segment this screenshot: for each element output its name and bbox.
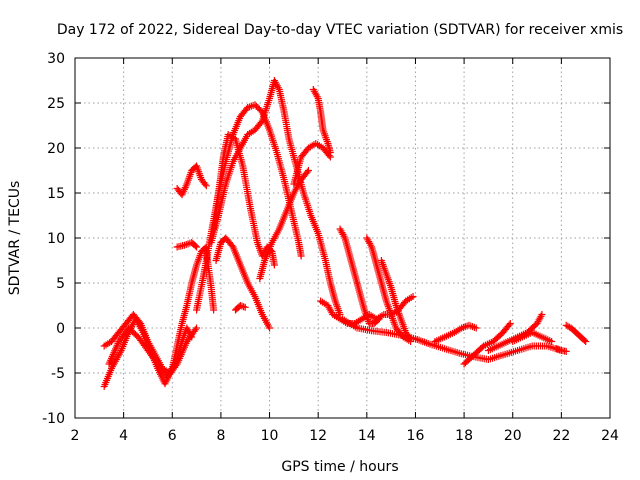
axis-ticks <box>74 57 611 419</box>
data-point <box>580 336 588 344</box>
y-tick-label: 20 <box>47 141 65 157</box>
data-point <box>172 362 180 370</box>
data-point <box>266 324 274 332</box>
data-point <box>582 338 590 345</box>
chart-title: Day 172 of 2022, Sidereal Day-to-day VTE… <box>57 22 623 38</box>
data-point <box>472 324 480 332</box>
data-point <box>506 320 514 327</box>
data-point <box>210 306 218 314</box>
y-tick-label: -5 <box>51 366 65 382</box>
data-point <box>538 311 546 318</box>
data-point <box>241 303 249 311</box>
x-tick-label: 2 <box>71 428 80 444</box>
y-tick-label: 25 <box>47 96 65 112</box>
x-axis-label: GPS time / hours <box>281 459 398 475</box>
x-tick-label: 8 <box>216 428 225 444</box>
y-tick-label: 15 <box>47 186 65 202</box>
x-tick-label: 18 <box>455 428 473 444</box>
data-point <box>202 182 210 190</box>
data-point <box>325 152 333 159</box>
x-tick-label: 14 <box>358 428 376 444</box>
grid <box>75 58 610 418</box>
y-tick-label: 5 <box>56 276 65 292</box>
data-point <box>375 315 383 323</box>
data-point <box>193 324 201 332</box>
data-point <box>304 167 312 174</box>
data-points <box>100 77 590 390</box>
y-tick-label: -10 <box>42 411 65 427</box>
data-point <box>297 252 305 260</box>
data-point <box>193 243 201 251</box>
x-tick-label: 12 <box>309 428 327 444</box>
y-tick-label: 0 <box>56 321 65 337</box>
x-tick-label: 6 <box>168 428 177 444</box>
y-tick-label: 10 <box>47 231 65 247</box>
x-tick-label: 10 <box>261 428 279 444</box>
x-tick-labels: 2 4 6 8 10 12 14 16 18 20 22 24 <box>71 428 619 444</box>
data-point <box>562 347 570 355</box>
y-axis-label: SDTVAR / TECUs <box>7 181 23 296</box>
x-tick-label: 4 <box>119 428 128 444</box>
data-point <box>409 293 417 300</box>
y-tick-label: 30 <box>47 51 65 67</box>
data-point <box>505 321 513 329</box>
data-point <box>326 149 334 156</box>
data-point <box>191 242 199 250</box>
data-point <box>548 338 556 345</box>
data-point <box>270 261 278 269</box>
data-point <box>257 119 265 126</box>
x-tick-label: 22 <box>552 428 570 444</box>
x-tick-label: 24 <box>601 428 619 444</box>
x-tick-label: 20 <box>504 428 522 444</box>
x-tick-label: 16 <box>407 428 425 444</box>
data-point <box>191 326 199 334</box>
y-tick-labels: -10 -5 0 5 10 15 20 25 30 <box>42 51 65 427</box>
data-point <box>374 316 382 324</box>
data-point <box>303 168 311 176</box>
data-point <box>201 180 209 188</box>
